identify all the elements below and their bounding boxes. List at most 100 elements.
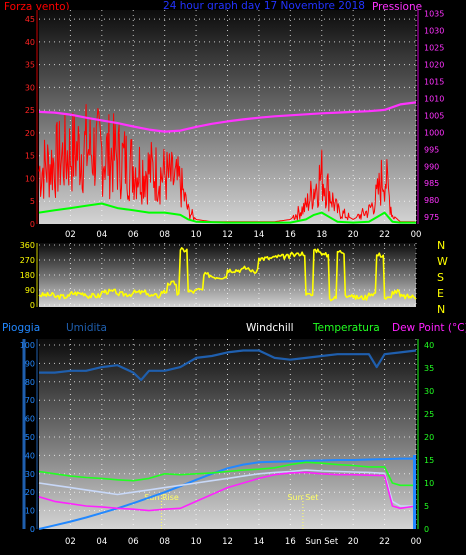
x-tick-label: 00: [411, 537, 422, 547]
humidity-tick-label: 10: [25, 507, 35, 516]
pressure-tick-label: 990: [424, 162, 439, 171]
direction-tick-label: 0: [30, 301, 35, 310]
humidity-tick-label: 50: [25, 433, 35, 442]
series-line: [39, 349, 417, 382]
humidity-label: Umidita: [66, 322, 107, 334]
humidity-tick-label: 40: [25, 451, 35, 460]
direction-tick-label: 270: [20, 256, 35, 265]
dew-point-label: Dew Point (°C): [392, 322, 466, 334]
humidity-tick-label: 70: [25, 396, 35, 405]
humidity-tick-label: 0: [30, 525, 35, 534]
temperature-tick-label: 40: [424, 341, 434, 350]
x-tick-label: 12: [222, 230, 233, 240]
chart-title: 24 hour graph day 17 Novembre 2018: [163, 0, 365, 12]
series-line: [38, 457, 416, 530]
x-tick-label: 22: [379, 230, 390, 240]
x-tick-label: Sun Set: [305, 537, 338, 547]
temperature-tick-label: 15: [424, 456, 434, 465]
rain-label: Pioggia: [2, 322, 40, 334]
pressure-tick-label: 1000: [424, 128, 444, 137]
wind-average-line: [38, 202, 416, 224]
climate-grid: [39, 339, 417, 529]
wind-tick-label: 0: [30, 220, 35, 229]
compass-label: E: [437, 287, 444, 300]
sun-marker-label: Sun Rise: [144, 493, 179, 502]
direction-tick-label: 180: [20, 271, 35, 280]
pressure-tick-label: 980: [424, 196, 439, 205]
humidity-tick-label: 60: [25, 415, 35, 424]
x-tick-label: 22: [379, 537, 390, 547]
pressure-axis: 975 980 985 990 995 1000 1005 1010 1015 1020 1025 1…: [417, 9, 444, 224]
wind-tick-label: 25: [25, 106, 35, 115]
x-tick-label: 10: [191, 537, 202, 547]
compass-label: N: [437, 303, 445, 316]
humidity-tick-label: 20: [25, 488, 35, 497]
wind-direction-axis: 0 90 180 270 360: [20, 241, 38, 310]
wind-speed-axis: 0 5 10 15 20 25 30 35 40 45: [25, 10, 38, 229]
pressure-tick-label: 1005: [424, 111, 444, 120]
wind-tick-label: 15: [25, 152, 35, 161]
pressure-tick-label: 1010: [424, 94, 444, 103]
sun-marker-label: Sun Set: [287, 493, 318, 502]
wind-direction-series: [38, 247, 417, 302]
temperature-tick-label: 25: [424, 410, 434, 419]
time-axis-bottom: 02 04 06 08 10 12 14 16 Sun Set 20 22 00: [65, 537, 421, 547]
wind-tick-label: 35: [25, 61, 35, 70]
x-tick-label: 02: [65, 230, 76, 240]
x-tick-label: 08: [159, 537, 170, 547]
pressure-tick-label: 1030: [424, 26, 444, 35]
pressure-tick-label: 975: [424, 213, 439, 222]
x-tick-label: 16: [285, 537, 296, 547]
compass-label: N: [437, 239, 445, 252]
humidity-tick-label: 90: [25, 359, 35, 368]
x-tick-label: 20: [348, 537, 359, 547]
temperature-tick-label: 20: [424, 433, 434, 442]
pressure-tick-label: 1025: [424, 43, 444, 52]
wind-pressure-series: [38, 101, 417, 224]
humidity-tick-label: 30: [25, 470, 35, 479]
x-tick-label: 02: [65, 537, 76, 547]
x-tick-label: 14: [254, 230, 265, 240]
wind-tick-label: 20: [25, 129, 35, 138]
humidity-tick-label: 100: [20, 341, 35, 350]
x-tick-label: 06: [128, 537, 139, 547]
x-tick-label: 04: [96, 537, 107, 547]
wind-tick-label: 10: [25, 174, 35, 183]
wind-direction-line: [38, 247, 417, 302]
climate-series: [38, 349, 417, 530]
x-tick-label: 08: [159, 230, 170, 240]
temperature-tick-label: 30: [424, 387, 434, 396]
temperature-tick-label: 10: [424, 479, 434, 488]
humidity-tick-label: 80: [25, 378, 35, 387]
x-tick-label: 00: [411, 230, 422, 240]
direction-tick-label: 90: [25, 286, 35, 295]
series-line: [38, 471, 417, 512]
rain-bar: [413, 455, 416, 529]
series-line: [38, 461, 416, 487]
windchill-label: Windchill: [246, 322, 294, 334]
pressure-tick-label: 985: [424, 179, 439, 188]
humidity-axis: 0 10 20 30 40 50 60 70 80 90 100: [20, 339, 38, 534]
time-axis-top: 02 04 06 08 10 12 14 16 18 20 22 00: [65, 230, 421, 240]
temperature-label: Temperatura: [312, 322, 380, 334]
compass-label: W: [437, 255, 448, 268]
wind-tick-label: 45: [25, 15, 35, 24]
wind-tick-label: 5: [30, 197, 35, 206]
pressure-tick-label: 1020: [424, 60, 444, 69]
x-tick-label: 06: [128, 230, 139, 240]
temperature-tick-label: 0: [424, 525, 429, 534]
x-tick-label: 20: [348, 230, 359, 240]
wind-tick-label: 40: [25, 38, 35, 47]
wind-pressure-grid: [39, 10, 417, 224]
wind-tick-label: 30: [25, 83, 35, 92]
temperature-tick-label: 5: [424, 502, 429, 511]
x-tick-label: 10: [191, 230, 202, 240]
sun-annotations: Sun Rise Sun Set: [144, 493, 318, 529]
x-tick-label: 14: [254, 537, 265, 547]
pressure-tick-label: 1035: [424, 9, 444, 18]
